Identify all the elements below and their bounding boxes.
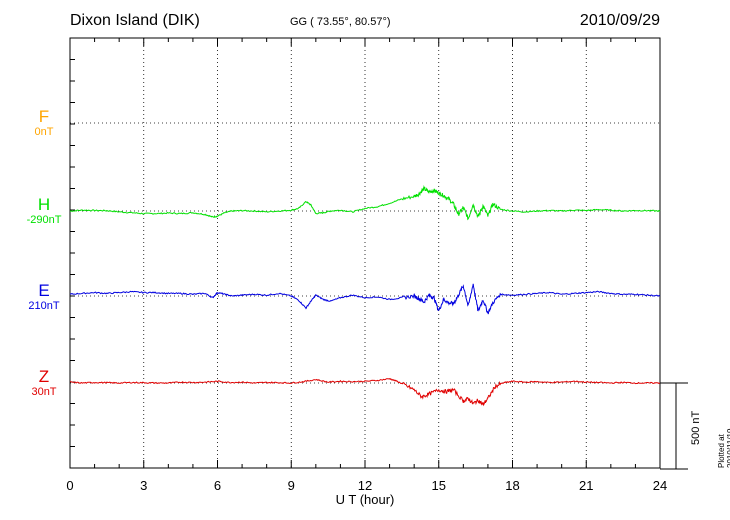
- x-tick-label-9: 9: [288, 478, 295, 493]
- x-axis-label: U T (hour): [336, 492, 395, 507]
- x-tick-label-21: 21: [579, 478, 593, 493]
- channel-label-z: Z 30nT: [19, 368, 69, 399]
- series-line-z: [70, 378, 661, 407]
- series-name-h: H: [37, 195, 51, 214]
- series-baseline-h: -290nT: [26, 214, 62, 226]
- series-line-h: [69, 184, 661, 221]
- x-tick-label-12: 12: [358, 478, 372, 493]
- plotted-timestamp: Plotted at 2010/11/19 02:07 UT: [717, 428, 730, 468]
- series-baseline-z: 30nT: [31, 386, 57, 398]
- series-baseline-e: 210nT: [28, 300, 60, 312]
- x-tick-label-3: 3: [140, 478, 147, 493]
- series-name-z: Z: [38, 367, 50, 386]
- geographic-coordinates: GG ( 73.55°, 80.57°): [290, 16, 391, 28]
- scale-bar-label: 500 nT: [690, 410, 702, 445]
- series-baseline-f: 0nT: [34, 126, 54, 138]
- x-tick-label-18: 18: [505, 478, 519, 493]
- x-tick-label-6: 6: [214, 478, 221, 493]
- x-tick-label-24: 24: [653, 478, 667, 493]
- channel-label-h: H -290nT: [19, 196, 69, 227]
- station-title: Dixon Island (DIK): [70, 12, 200, 29]
- channel-label-e: E 210nT: [19, 282, 69, 313]
- channel-label-f: F 0nT: [19, 108, 69, 139]
- series-name-f: F: [38, 107, 50, 126]
- series-name-e: E: [38, 281, 50, 300]
- series-line-e: [69, 283, 661, 315]
- x-tick-label-0: 0: [66, 478, 73, 493]
- x-tick-label-15: 15: [432, 478, 446, 493]
- date-label: 2010/09/29: [579, 12, 660, 29]
